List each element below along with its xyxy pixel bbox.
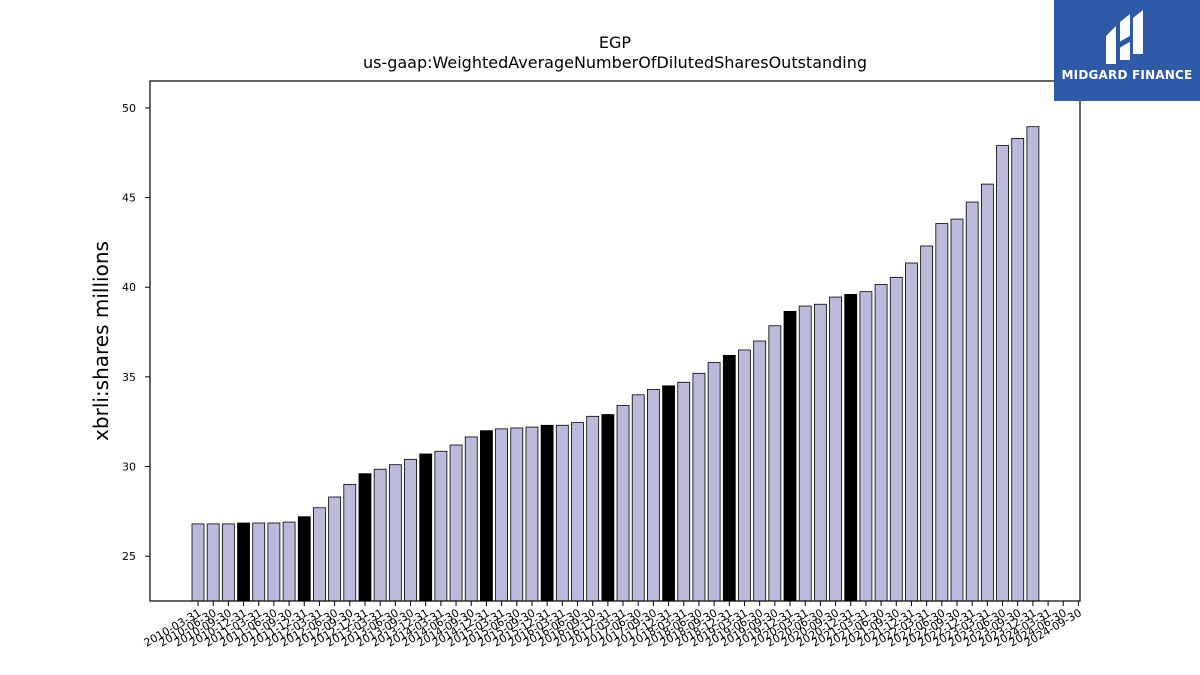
bar-2020-06-30 bbox=[813, 303, 827, 602]
bar-2022-09-30 bbox=[950, 218, 964, 602]
bars-layer bbox=[191, 126, 1040, 602]
y-tick-label: 40 bbox=[122, 281, 136, 294]
bar-2012-06-30 bbox=[328, 496, 342, 602]
bar-2015-06-30 bbox=[510, 427, 524, 602]
y-axis-label: xbrli:shares millions bbox=[89, 241, 113, 441]
y-axis: 25 30 35 40 45 50 bbox=[122, 102, 150, 563]
bar-2013-06-30 bbox=[388, 464, 402, 602]
y-tick-label: 50 bbox=[122, 102, 136, 115]
x-axis: 2010-03-312010-06-302010-09-302010-12-31… bbox=[142, 601, 1084, 650]
bar-2018-09-30 bbox=[707, 362, 721, 602]
bar-2010-09-30 bbox=[221, 523, 235, 602]
bar-2023-03-31 bbox=[980, 183, 994, 602]
bar-2021-09-30 bbox=[889, 276, 903, 602]
bar-2019-09-30 bbox=[768, 325, 782, 602]
bar-2023-12-31 bbox=[1026, 126, 1040, 602]
logo-text: MIDGARD FINANCE bbox=[1061, 68, 1193, 82]
bar-2019-03-31 bbox=[738, 349, 751, 602]
bar-2018-12-31 bbox=[722, 354, 736, 602]
bar-2015-12-31 bbox=[540, 424, 554, 602]
bar-2013-03-31 bbox=[373, 468, 387, 602]
bar-2022-03-31 bbox=[920, 245, 934, 602]
bar-2019-12-31 bbox=[783, 311, 797, 602]
chart-subtitle: us-gaap:WeightedAverageNumberOfDilutedSh… bbox=[363, 53, 867, 72]
bar-2016-09-30 bbox=[586, 415, 600, 602]
bar-2015-09-30 bbox=[525, 426, 539, 602]
bar-2017-12-31 bbox=[662, 385, 675, 602]
bar-2016-06-30 bbox=[571, 422, 584, 602]
bar-2023-09-30 bbox=[1011, 137, 1025, 602]
bar-2013-09-30 bbox=[404, 458, 417, 602]
bar-2017-06-30 bbox=[631, 394, 645, 602]
y-tick-label: 25 bbox=[122, 550, 136, 563]
bar-2014-12-31 bbox=[480, 430, 493, 602]
bar-2021-06-30 bbox=[874, 284, 888, 602]
bar-2011-09-30 bbox=[282, 521, 296, 602]
bar-2010-03-31 bbox=[191, 523, 205, 602]
bar-2021-12-31 bbox=[905, 262, 918, 602]
bar-2012-09-30 bbox=[343, 484, 357, 602]
bar-2014-06-30 bbox=[449, 444, 463, 602]
bar-2023-06-30 bbox=[996, 145, 1009, 602]
bar-2020-03-31 bbox=[798, 305, 812, 602]
bar-2011-03-31 bbox=[252, 522, 266, 602]
bar-2014-09-30 bbox=[464, 436, 478, 602]
bar-2022-06-30 bbox=[935, 223, 949, 602]
bar-2021-03-31 bbox=[859, 291, 873, 602]
bar-2012-03-31 bbox=[313, 507, 326, 602]
bar-2018-06-30 bbox=[692, 372, 706, 602]
midgard-logo-icon bbox=[1106, 10, 1143, 64]
bar-2010-12-31 bbox=[237, 522, 250, 602]
bar-2017-09-30 bbox=[647, 389, 660, 602]
bar-2011-06-30 bbox=[267, 522, 281, 602]
bar-2015-03-31 bbox=[495, 428, 509, 602]
bar-2013-12-31 bbox=[419, 453, 433, 602]
bar-2017-03-31 bbox=[616, 405, 630, 602]
bar-2020-09-30 bbox=[829, 296, 842, 602]
bar-2014-03-31 bbox=[434, 450, 448, 602]
midgard-finance-logo: MIDGARD FINANCE bbox=[1054, 0, 1200, 101]
plot-frame bbox=[149, 80, 1081, 602]
bar-2016-12-31 bbox=[601, 414, 615, 602]
bar-2019-06-30 bbox=[753, 340, 767, 602]
bar-2020-12-31 bbox=[844, 293, 858, 602]
bar-2010-06-30 bbox=[206, 523, 220, 602]
bar-2016-03-31 bbox=[555, 424, 569, 602]
bar-2012-12-31 bbox=[358, 473, 372, 602]
bar-2022-12-31 bbox=[965, 201, 979, 602]
y-tick-label: 45 bbox=[122, 192, 136, 205]
bar-2018-03-31 bbox=[677, 381, 691, 602]
y-tick-label: 35 bbox=[122, 371, 136, 384]
bar-2011-12-31 bbox=[297, 516, 311, 602]
y-tick-label: 30 bbox=[122, 461, 136, 474]
chart-title: EGP bbox=[599, 33, 632, 52]
